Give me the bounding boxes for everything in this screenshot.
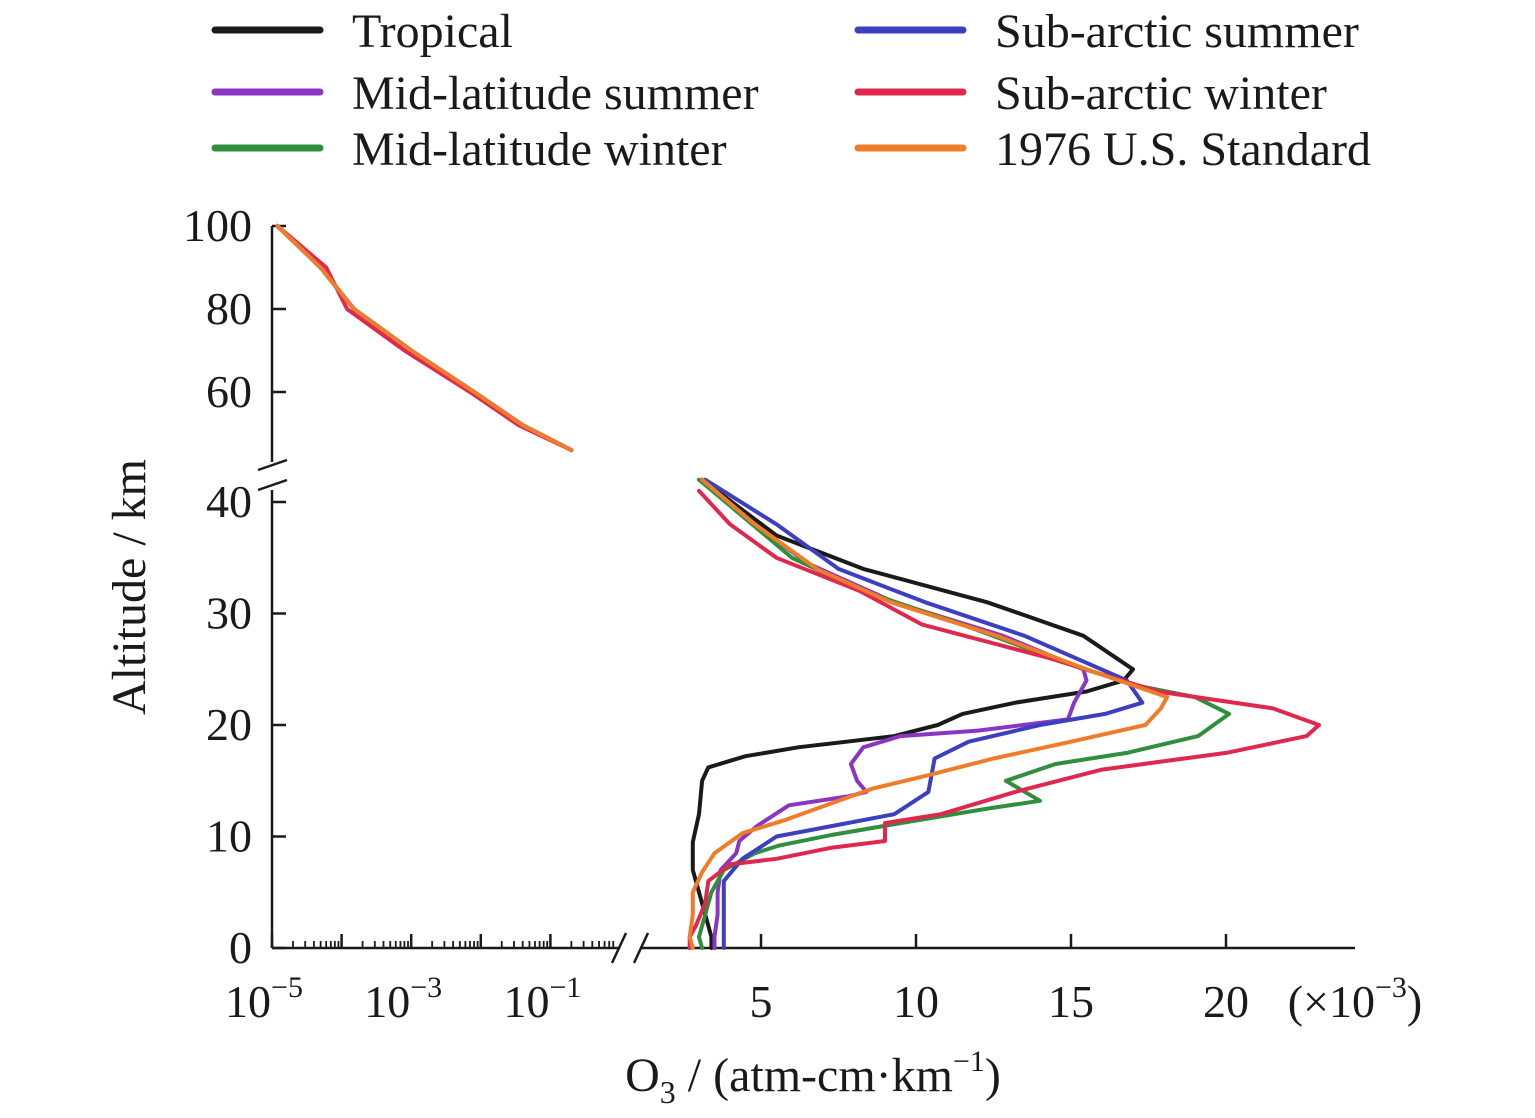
series-line-upper-mid-latitude-winter (275, 224, 574, 453)
x-lin-tick-label: 5 (750, 976, 773, 1027)
x-log-tick-label: 10−1 (503, 971, 581, 1027)
y-tick-label: 40 (206, 476, 252, 527)
legend-label: Sub-arctic summer (995, 5, 1359, 58)
series-line-upper-tropical (275, 224, 574, 453)
x-log-tick-label: 10−5 (225, 971, 303, 1027)
y-tick-label: 10 (206, 811, 252, 862)
legend-label: Tropical (352, 5, 513, 58)
y-tick-label: 20 (206, 699, 252, 750)
x-lin-tick-label: 20 (1203, 976, 1249, 1027)
y-axis-title: Altitude / km (103, 459, 156, 715)
y-tick-label: 0 (229, 922, 252, 973)
y-tick-label: 80 (206, 283, 252, 334)
legend-label: Mid-latitude winter (352, 123, 727, 176)
legend-label: Mid-latitude summer (352, 67, 759, 120)
series-line-lower-tropical (690, 477, 1135, 950)
x-log-tick-label: 10−3 (364, 971, 442, 1027)
x-multiplier-label: (×10−3) (1288, 971, 1423, 1027)
x-axis-break-mark (610, 932, 650, 964)
legend-label: 1976 U.S. Standard (995, 123, 1371, 176)
axis-titles: Altitude / km O3 / (atm-cm·km−1) (103, 459, 1001, 1110)
series-line-lower-1976-u-s-standard (687, 477, 1170, 950)
y-axis-break-mark (257, 458, 288, 492)
legend: Tropical Sub-arctic summer Mid-latitude su… (211, 5, 1371, 176)
series-line-upper-mid-latitude-summer (275, 224, 574, 453)
x-lin-tick-label: 15 (1048, 976, 1094, 1027)
series-line-lower-mid-latitude-summer (700, 477, 1089, 950)
x-lin-tick-label: 10 (893, 976, 939, 1027)
series-line-upper-1976-u-s-standard (275, 224, 574, 453)
x-axis-title: O3 / (atm-cm·km−1) (625, 1045, 1001, 1110)
series-line-upper-sub-arctic-winter (275, 224, 574, 453)
series-line-lower-sub-arctic-summer (703, 477, 1145, 950)
plot-series (275, 224, 1321, 950)
y-tick-label: 100 (183, 200, 252, 251)
series-line-lower-sub-arctic-winter (687, 488, 1321, 950)
axes (257, 226, 1355, 964)
y-tick-label: 30 (206, 588, 252, 639)
legend-label: Sub-arctic winter (995, 67, 1327, 120)
ticks (270, 224, 1228, 950)
y-tick-label: 60 (206, 366, 252, 417)
series-line-upper-sub-arctic-summer (275, 224, 574, 453)
